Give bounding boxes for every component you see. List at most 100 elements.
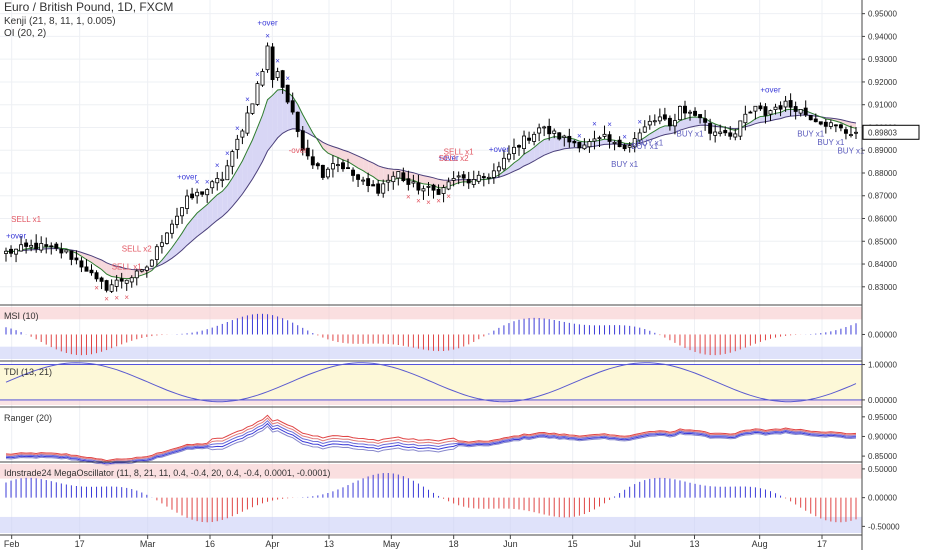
candle[interactable] (265, 42, 270, 73)
candle[interactable] (124, 279, 129, 291)
candle[interactable] (854, 126, 858, 140)
candle[interactable] (843, 126, 848, 140)
candle[interactable] (808, 115, 813, 121)
candle[interactable] (39, 236, 44, 253)
candle[interactable] (562, 134, 567, 147)
candle[interactable] (602, 125, 607, 139)
candle[interactable] (476, 170, 481, 184)
candle[interactable] (728, 126, 733, 140)
candle[interactable] (305, 139, 310, 160)
candle[interactable] (426, 181, 431, 196)
candle[interactable] (582, 138, 587, 150)
candle[interactable] (109, 279, 114, 294)
candle[interactable] (678, 105, 682, 121)
candle[interactable] (205, 188, 210, 203)
candle[interactable] (471, 170, 476, 188)
candle[interactable] (164, 232, 169, 245)
candle[interactable] (768, 109, 773, 121)
candle[interactable] (114, 274, 119, 292)
candle[interactable] (718, 124, 723, 137)
candle[interactable] (104, 279, 109, 293)
candle[interactable] (818, 121, 823, 126)
candle[interactable] (255, 81, 260, 106)
candle[interactable] (54, 242, 59, 252)
candle[interactable] (129, 275, 134, 288)
candle[interactable] (371, 180, 376, 187)
candle[interactable] (466, 171, 471, 189)
candle[interactable] (275, 67, 280, 81)
candle[interactable] (703, 109, 708, 131)
candle[interactable] (708, 118, 713, 141)
candle[interactable] (532, 131, 537, 146)
candle[interactable] (29, 239, 34, 252)
candle[interactable] (235, 134, 240, 159)
candle[interactable] (361, 176, 366, 185)
candle[interactable] (637, 128, 642, 144)
candle[interactable] (320, 164, 325, 180)
candle[interactable] (94, 270, 99, 282)
candle[interactable] (522, 130, 527, 155)
candle[interactable] (688, 109, 692, 121)
candle[interactable] (456, 171, 461, 185)
candle[interactable] (330, 155, 335, 178)
candle[interactable] (587, 138, 592, 153)
candle[interactable] (748, 110, 753, 114)
candle[interactable] (376, 179, 381, 197)
candle[interactable] (713, 124, 718, 143)
megaoscillator-pane[interactable] (5, 473, 857, 523)
candle[interactable] (149, 259, 154, 268)
candle[interactable] (461, 171, 466, 187)
candle[interactable] (9, 245, 13, 258)
candle[interactable] (828, 119, 833, 130)
candle[interactable] (34, 234, 39, 253)
candle[interactable] (230, 149, 235, 175)
candle[interactable] (849, 125, 853, 138)
candle[interactable] (64, 249, 69, 254)
candle[interactable] (552, 128, 557, 139)
candle[interactable] (99, 276, 104, 290)
candle[interactable] (773, 103, 778, 115)
candle[interactable] (24, 238, 29, 254)
candle[interactable] (788, 93, 793, 117)
candle[interactable] (190, 187, 195, 200)
candle[interactable] (622, 143, 627, 152)
candle[interactable] (798, 109, 803, 117)
candle[interactable] (175, 207, 179, 229)
candle[interactable] (512, 138, 516, 160)
candle[interactable] (260, 68, 265, 87)
candle[interactable] (557, 132, 562, 141)
candle[interactable] (44, 237, 49, 254)
candle[interactable] (667, 115, 672, 131)
candle[interactable] (285, 84, 290, 105)
candle[interactable] (733, 128, 738, 141)
candle[interactable] (486, 173, 491, 185)
candle[interactable] (84, 259, 89, 272)
candle[interactable] (833, 124, 838, 133)
candle[interactable] (627, 142, 632, 153)
candle[interactable] (813, 113, 818, 123)
candle[interactable] (547, 118, 552, 141)
candle[interactable] (652, 114, 657, 126)
candle[interactable] (672, 113, 677, 135)
candle[interactable] (617, 136, 622, 148)
candle[interactable] (195, 188, 200, 204)
candle[interactable] (14, 248, 19, 263)
tdi-pane[interactable] (0, 362, 862, 405)
candle[interactable] (793, 101, 798, 120)
candle[interactable] (642, 120, 647, 133)
candle[interactable] (356, 173, 361, 188)
candle[interactable] (315, 161, 320, 170)
candle[interactable] (386, 174, 391, 192)
candle[interactable] (74, 250, 79, 265)
candle[interactable] (501, 149, 506, 171)
candle[interactable] (335, 157, 340, 173)
candle[interactable] (411, 174, 416, 188)
candle[interactable] (647, 115, 652, 130)
candle[interactable] (19, 236, 24, 252)
candle[interactable] (738, 120, 743, 141)
candle[interactable] (527, 131, 532, 144)
candle[interactable] (517, 144, 521, 156)
candle[interactable] (170, 219, 174, 239)
candle[interactable] (381, 179, 386, 198)
